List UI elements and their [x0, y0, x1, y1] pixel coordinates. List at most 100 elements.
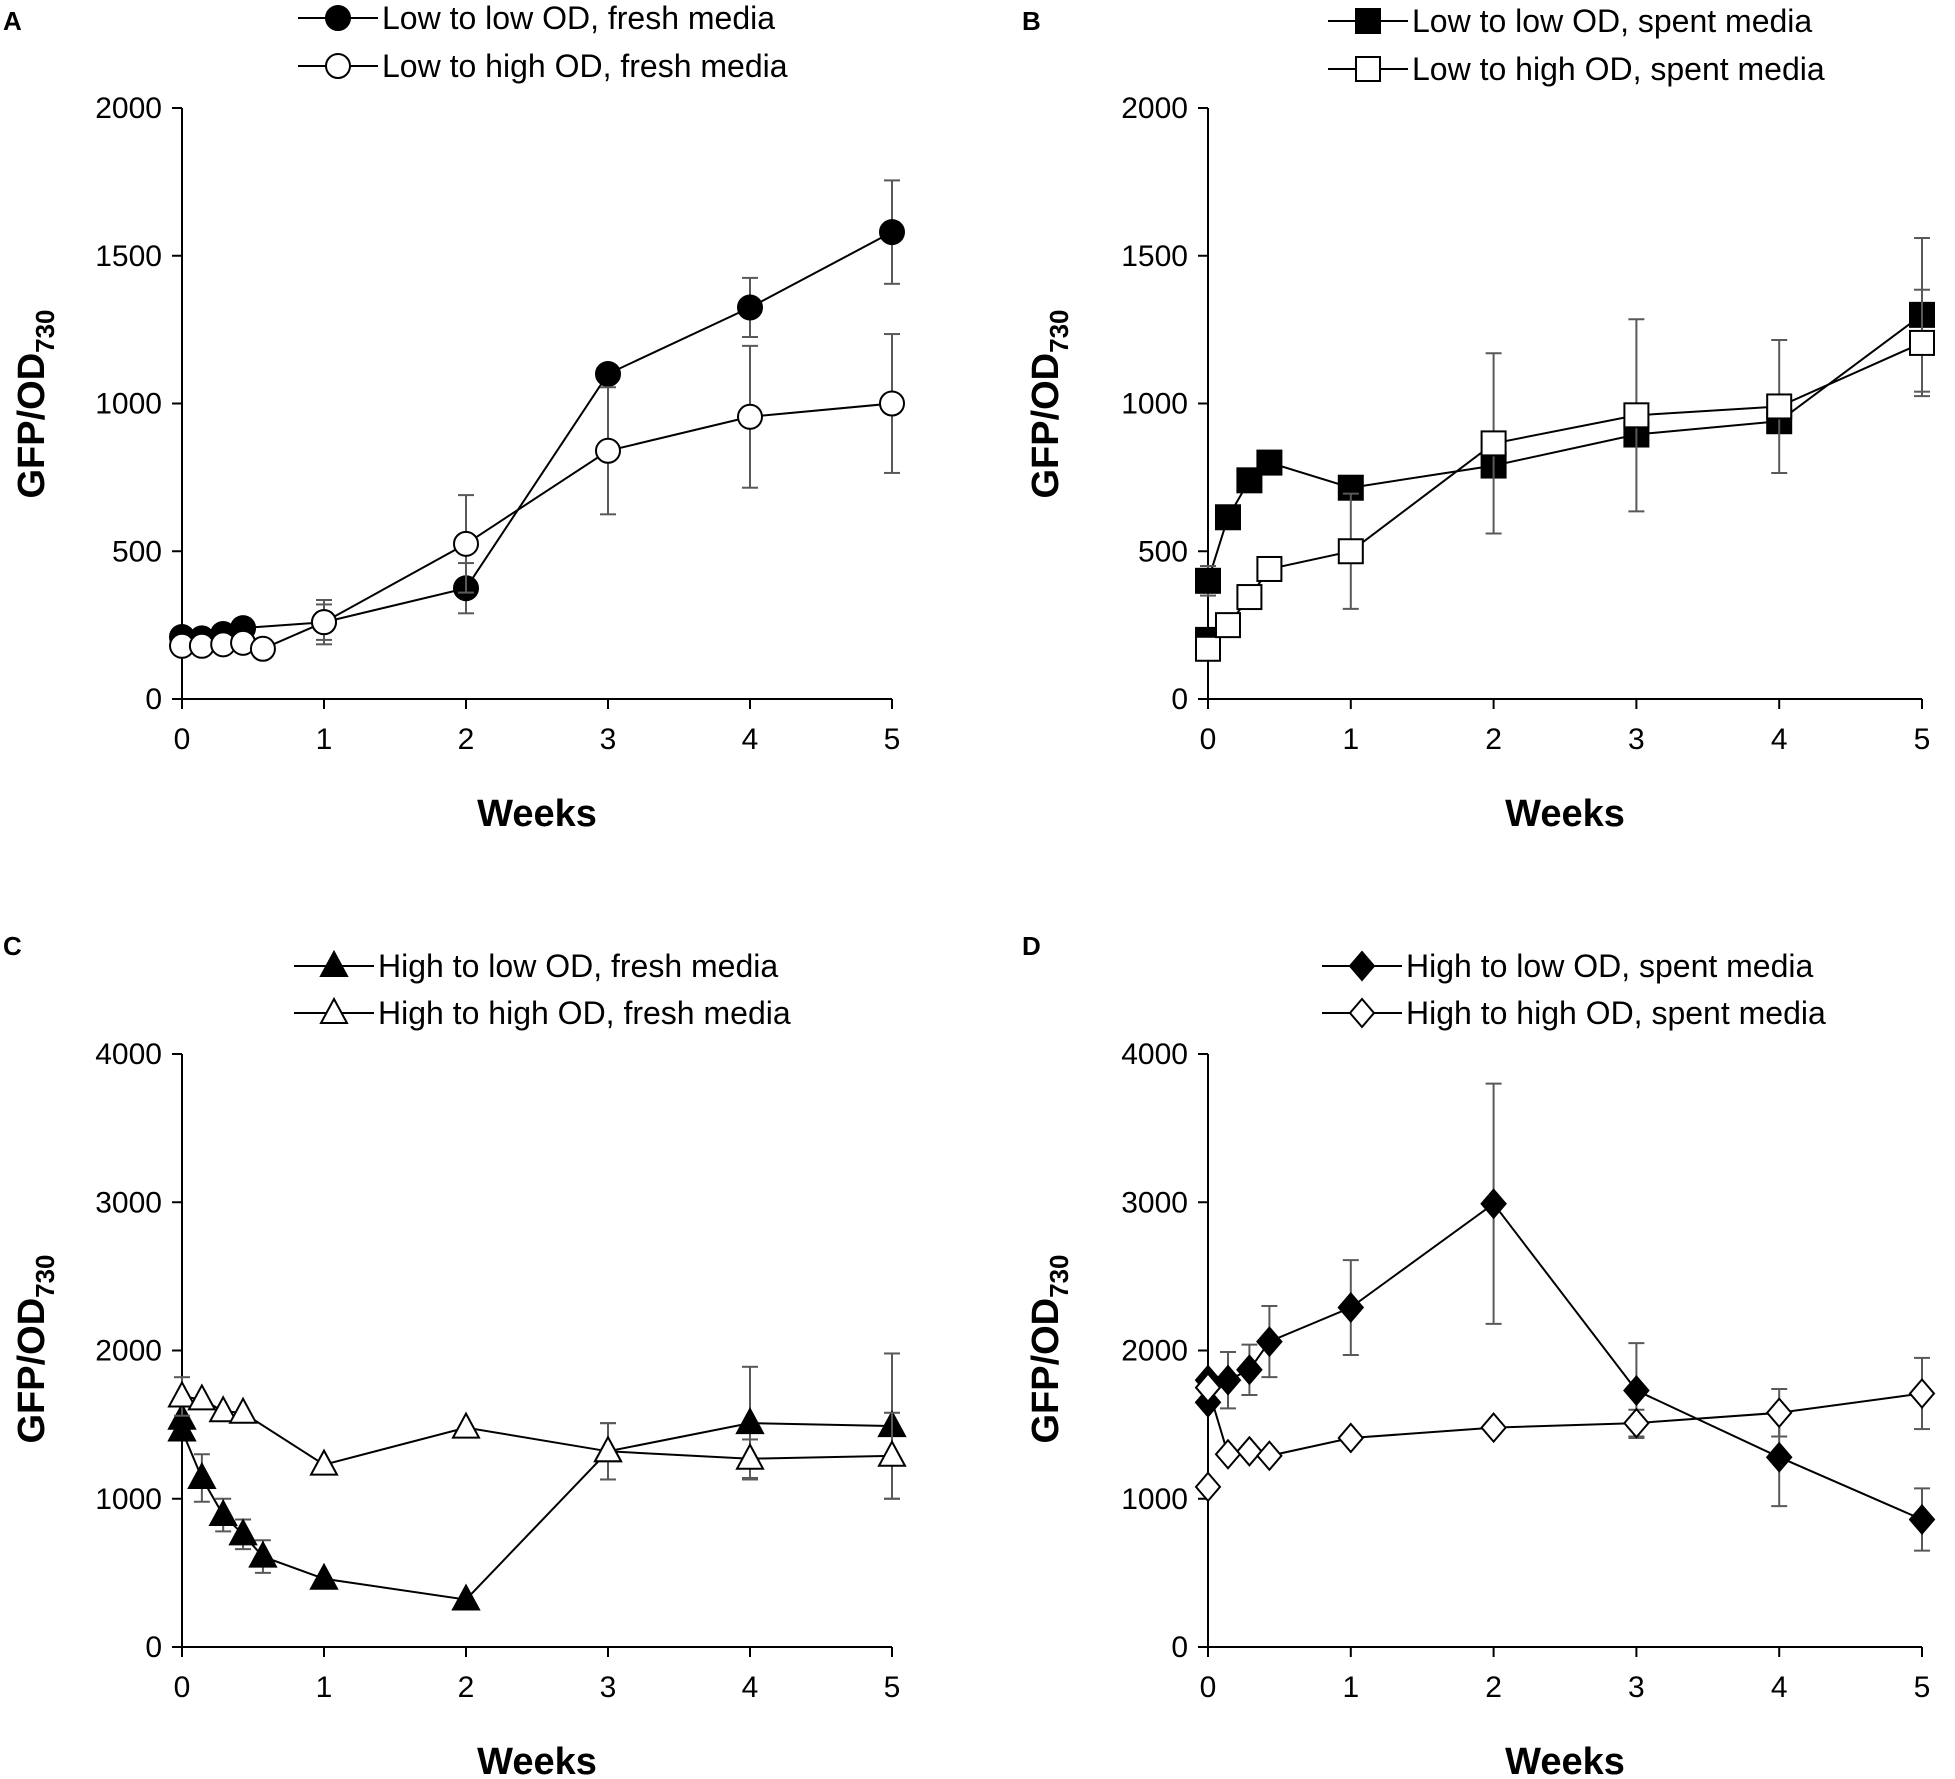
- data-point: [1195, 635, 1221, 662]
- x-tick-label: 4: [742, 723, 759, 756]
- data-point: [1236, 584, 1263, 611]
- data-point: [737, 294, 763, 321]
- x-tick-label: 0: [174, 723, 191, 756]
- data-point: [311, 609, 337, 636]
- panel-b: B 0 500 1000 1500 2000 0 1 2 3 4 5 Weeks GFP/OD730 Low…: [1022, 3, 1935, 835]
- y-tick-label: 500: [112, 535, 162, 568]
- y-axis-title-subscript: 730: [30, 1254, 60, 1297]
- data-point: [1337, 1291, 1365, 1324]
- x-tick-label: 4: [742, 1671, 759, 1704]
- legend-label: High to low OD, fresh media: [378, 948, 778, 984]
- series-1: [169, 179, 905, 652]
- data-point: [595, 437, 621, 464]
- y-tick-label: 2000: [95, 92, 162, 125]
- legend-marker: [1348, 997, 1376, 1029]
- data-point: [1480, 1412, 1507, 1444]
- series-line: [1207, 1202, 1923, 1521]
- data-point: [167, 1380, 197, 1408]
- x-tick-label: 1: [1342, 723, 1359, 756]
- legend-marker: [325, 5, 351, 31]
- data-point: [1909, 329, 1935, 356]
- y-tick-label: 1000: [95, 388, 162, 421]
- x-axis-title: Weeks: [1505, 793, 1625, 835]
- series-line: [181, 1395, 893, 1466]
- x-tick-label: 4: [1771, 1671, 1788, 1704]
- series-1: [167, 1352, 907, 1611]
- y-axis-title-main: GFP/OD: [11, 1298, 53, 1444]
- x-axis-title: Weeks: [477, 793, 597, 835]
- data-point: [879, 219, 905, 246]
- y-axis-title: GFP/OD730: [11, 1254, 60, 1443]
- data-point: [735, 1442, 765, 1470]
- series-line: [1207, 313, 1923, 640]
- legend-marker: [325, 53, 351, 79]
- data-point: [228, 1518, 258, 1546]
- y-tick-label: 2000: [1121, 92, 1188, 125]
- y-tick-label: 1000: [95, 1483, 162, 1516]
- data-point: [453, 530, 479, 557]
- y-tick-label: 0: [1171, 1631, 1188, 1664]
- legend-marker: [1348, 950, 1376, 982]
- legend-label: Low to low OD, fresh media: [382, 0, 775, 36]
- data-point: [1194, 1471, 1222, 1503]
- legend-entry: High to high OD, fresh media: [294, 995, 791, 1031]
- data-point: [249, 635, 276, 662]
- data-point: [1214, 504, 1241, 531]
- legend-label: Low to high OD, spent media: [1412, 51, 1825, 87]
- data-point: [248, 1540, 278, 1568]
- series-1: [1195, 237, 1935, 653]
- data-point: [1337, 1422, 1365, 1454]
- legend-marker: [319, 949, 349, 977]
- y-tick-label: 4000: [95, 1038, 162, 1071]
- data-point: [1480, 1188, 1507, 1220]
- x-tick-label: 4: [1771, 723, 1788, 756]
- legend-entry: Low to high OD, fresh media: [298, 48, 788, 84]
- y-tick-label: 2000: [95, 1335, 162, 1368]
- y-axis-title-main: GFP/OD: [11, 353, 53, 499]
- legend-label: Low to high OD, fresh media: [382, 48, 788, 84]
- legend-entry: Low to low OD, spent media: [1328, 3, 1812, 39]
- legend-marker: [1355, 56, 1381, 82]
- data-point: [1256, 449, 1283, 476]
- y-tick-label: 500: [1138, 535, 1188, 568]
- x-tick-label: 2: [458, 1671, 475, 1704]
- y-tick-label: 0: [145, 683, 162, 716]
- data-point: [451, 1583, 481, 1611]
- legend-entry: High to high OD, spent media: [1322, 995, 1826, 1031]
- x-tick-label: 1: [316, 1671, 333, 1704]
- data-point: [595, 360, 621, 387]
- series-2: [1195, 288, 1935, 662]
- series-line: [1207, 1387, 1923, 1487]
- data-point: [208, 1395, 238, 1423]
- data-point: [1908, 1377, 1936, 1410]
- x-tick-label: 5: [1914, 723, 1931, 756]
- data-point: [737, 403, 763, 430]
- x-tick-label: 3: [600, 1671, 617, 1704]
- y-tick-label: 4000: [1121, 1038, 1188, 1071]
- y-axis-title-main: GFP/OD: [1025, 353, 1067, 499]
- data-point: [1337, 538, 1364, 565]
- x-tick-label: 0: [1200, 723, 1217, 756]
- series-2: [169, 333, 905, 662]
- data-point: [1256, 1326, 1283, 1358]
- y-tick-label: 2000: [1121, 1335, 1188, 1368]
- y-tick-label: 3000: [1121, 1186, 1188, 1219]
- series-2: [1194, 1356, 1936, 1503]
- series-2: [167, 1376, 907, 1500]
- panel-letter: C: [3, 931, 22, 961]
- legend-entry: High to low OD, spent media: [1322, 948, 1814, 984]
- x-tick-label: 1: [1342, 1671, 1359, 1704]
- series-line: [181, 231, 893, 640]
- y-axis-title-main: GFP/OD: [1025, 1298, 1067, 1444]
- data-point: [1214, 612, 1241, 639]
- y-axis-title-subscript: 730: [1044, 1254, 1074, 1297]
- y-axis-title-subscript: 730: [30, 309, 60, 352]
- data-point: [167, 1414, 197, 1442]
- legend-label: High to high OD, spent media: [1406, 995, 1826, 1031]
- series-line: [181, 1418, 893, 1601]
- y-tick-label: 0: [1171, 683, 1188, 716]
- legend-entry: Low to high OD, spent media: [1328, 51, 1825, 87]
- x-tick-label: 3: [1628, 1671, 1645, 1704]
- legend-marker: [1355, 8, 1381, 34]
- panel-d: D 0 1000 2000 3000 4000 0 1 2 3 4 5 Weeks GFP/OD730 Hi…: [1022, 931, 1936, 1779]
